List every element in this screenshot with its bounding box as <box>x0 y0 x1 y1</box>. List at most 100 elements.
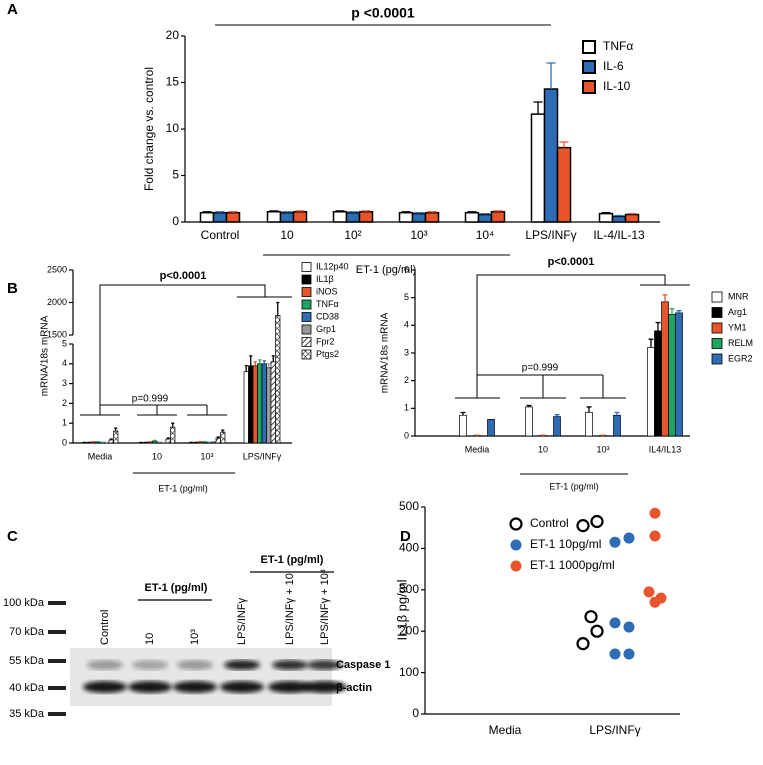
legend-marker <box>509 517 523 531</box>
panel-label: A <box>7 1 18 18</box>
y-axis-label: IL1β pg/ml <box>394 579 409 640</box>
legend-swatch <box>711 322 723 334</box>
error-bar <box>153 439 157 442</box>
x-tick-label: 10 <box>538 444 548 454</box>
bar <box>358 211 374 223</box>
bracket <box>99 284 292 415</box>
band <box>128 681 172 693</box>
lane-label: LPS/INFγ + 10³ <box>319 569 331 645</box>
error-bar <box>669 308 675 315</box>
error-bar <box>467 211 477 213</box>
bar <box>345 211 361 223</box>
y-tick-label: 0 <box>172 214 179 228</box>
bar <box>266 367 272 444</box>
annotation: p=0.999 <box>522 363 559 374</box>
x-axis-label: ET-1 (pg/ml) <box>549 481 599 491</box>
band <box>272 660 308 670</box>
annotation: p<0.0001 <box>548 256 595 268</box>
legend-label: IL-10 <box>603 79 631 93</box>
lane-label: 10³ <box>189 629 201 645</box>
data-point <box>609 648 621 660</box>
band <box>224 660 260 670</box>
lane-label: Control <box>99 610 111 645</box>
bar <box>490 211 506 223</box>
y-axis-label: mRNA/18s mRNA <box>380 312 391 393</box>
x-tick-label: 10³ <box>200 451 213 461</box>
error-bar <box>216 436 220 439</box>
bar <box>279 211 295 223</box>
error-bar <box>662 294 668 302</box>
x-tick-label: 10⁴ <box>476 228 495 242</box>
y-tick-label: 5 <box>62 338 67 348</box>
panel-label: B <box>7 280 18 297</box>
y-tick-label: 2 <box>62 398 67 408</box>
legend-swatch <box>582 40 596 54</box>
y-tick-label: 400 <box>399 541 419 555</box>
bar <box>113 430 119 444</box>
bar <box>611 215 627 223</box>
legend-swatch <box>582 80 596 94</box>
bar <box>668 313 676 437</box>
annotation: p=0.999 <box>132 394 169 405</box>
legend-label: CD38 <box>316 311 339 321</box>
data-point <box>649 530 661 542</box>
annotation: p<0.0001 <box>160 270 207 282</box>
legend-label: YM1 <box>728 322 747 332</box>
error-bar <box>244 365 248 372</box>
bar <box>477 213 493 223</box>
y-tick-label: 15 <box>166 75 180 89</box>
y-tick-label: 6 <box>404 264 409 274</box>
error-bar <box>276 301 280 316</box>
bar <box>647 347 655 437</box>
error-bar <box>559 141 569 148</box>
legend-swatch <box>711 353 723 365</box>
error-bar <box>221 429 225 433</box>
error-bar <box>627 212 637 215</box>
bar <box>530 113 546 223</box>
error-bar <box>614 411 620 416</box>
bar <box>248 365 254 444</box>
y-tick-label: 4 <box>62 358 67 368</box>
error-bar <box>601 212 611 214</box>
data-point <box>590 514 604 529</box>
data-point <box>590 624 604 638</box>
error-bar <box>271 355 275 362</box>
band <box>303 681 347 693</box>
bar <box>459 414 467 437</box>
x-tick-label: 10 <box>152 451 162 461</box>
bar <box>624 213 640 223</box>
error-bar <box>648 338 654 348</box>
group-label: ET-1 (pg/ml) <box>261 554 324 566</box>
x-tick-label: Control <box>201 228 240 242</box>
bar <box>257 363 263 444</box>
y-tick-label: 3 <box>62 378 67 388</box>
legend-label: Control <box>530 516 569 530</box>
band <box>220 681 264 693</box>
data-point <box>576 637 590 651</box>
data-point <box>623 648 635 660</box>
y-tick-label: 4 <box>404 320 409 330</box>
bar <box>170 426 176 444</box>
data-point <box>576 519 590 533</box>
bar <box>225 211 241 223</box>
bar <box>556 146 572 223</box>
y-tick-label: 5 <box>404 292 409 302</box>
annotation: p <0.0001 <box>351 5 415 21</box>
ladder-mark <box>48 659 66 663</box>
bar <box>654 330 662 437</box>
bar <box>252 365 258 444</box>
legend-swatch <box>301 287 312 297</box>
y-tick-label: 0 <box>412 706 419 720</box>
x-tick-label: IL-4/IL-13 <box>593 228 645 242</box>
error-bar <box>249 355 253 366</box>
band-label: Caspase 1 <box>336 659 390 671</box>
y-tick-label: 2000 <box>47 297 67 307</box>
error-bar <box>114 427 118 432</box>
legend-label: iNOS <box>316 286 338 296</box>
ladder-label: 100 kDa <box>3 597 45 609</box>
x-axis-label: ET-1 (pg/ml) <box>158 483 208 493</box>
legend-swatch <box>301 324 312 335</box>
data-point <box>643 586 655 598</box>
bar <box>108 439 114 444</box>
